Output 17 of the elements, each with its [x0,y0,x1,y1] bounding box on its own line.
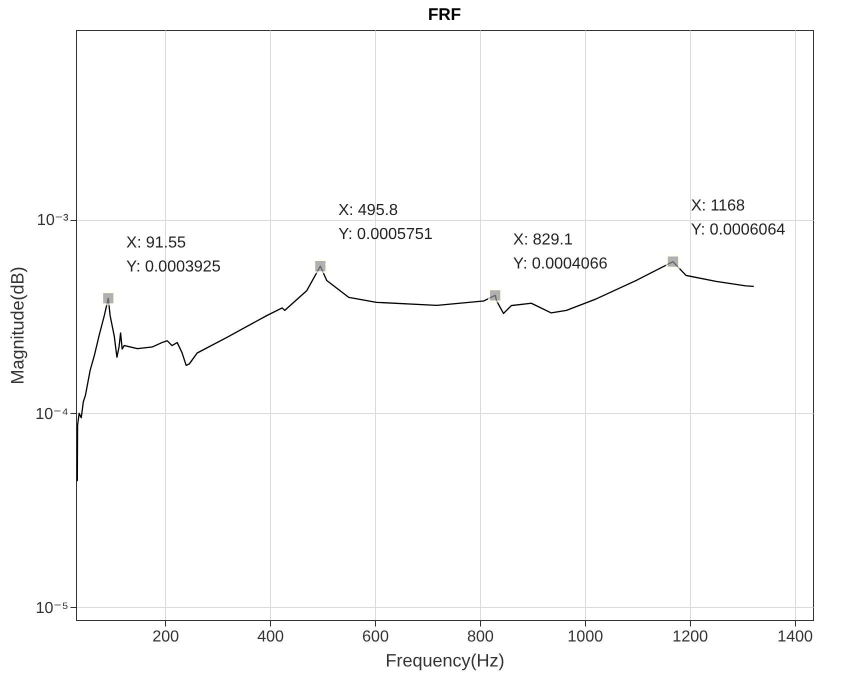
chart-title: FRF [428,5,462,24]
annotation: X: 495.8 Y: 0.0005751 [338,202,433,244]
annotation: X: 829.1 Y: 0.0004066 [513,231,608,272]
y-tick-label: 10⁻⁴ [35,406,69,423]
annotation: X: 1168 Y: 0.0006064 [690,198,786,239]
x-tick-label: 200 [152,628,180,646]
x-axis-title: Frequency(Hz) [385,650,505,670]
x-tick-label: 400 [257,628,284,646]
x-tick-label: 600 [362,628,389,646]
x-tick-label: 800 [467,628,494,646]
x-tick-label: 1200 [672,628,708,646]
y-tick-label: 10⁻³ [36,212,70,230]
x-tick-label: 1000 [568,628,604,646]
annotation: X: 91.55 Y: 0.0003925 [126,234,221,276]
x-tick-label: 1400 [777,628,814,646]
y-tick-label: 10⁻⁵ [36,600,68,617]
y-axis-title: Magnitude(dB) [7,266,28,385]
